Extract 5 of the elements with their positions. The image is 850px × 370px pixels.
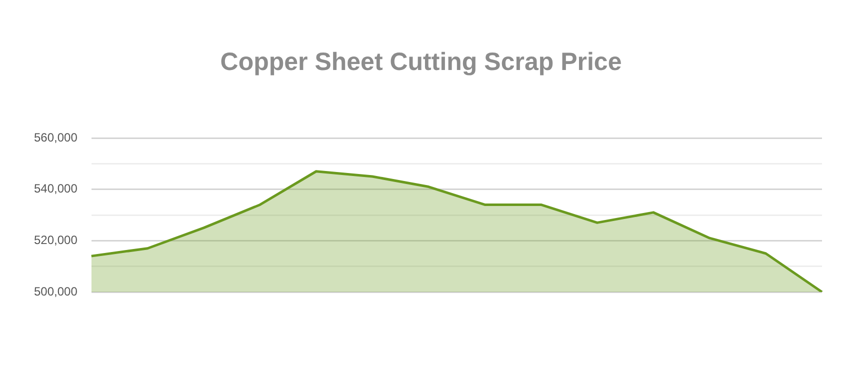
- chart-title: Copper Sheet Cutting Scrap Price: [220, 48, 622, 76]
- y-tick-label: 540,000: [34, 182, 78, 196]
- y-tick-label: 560,000: [34, 130, 78, 144]
- y-tick-label: 500,000: [34, 284, 78, 298]
- y-tick-label: 520,000: [34, 232, 78, 247]
